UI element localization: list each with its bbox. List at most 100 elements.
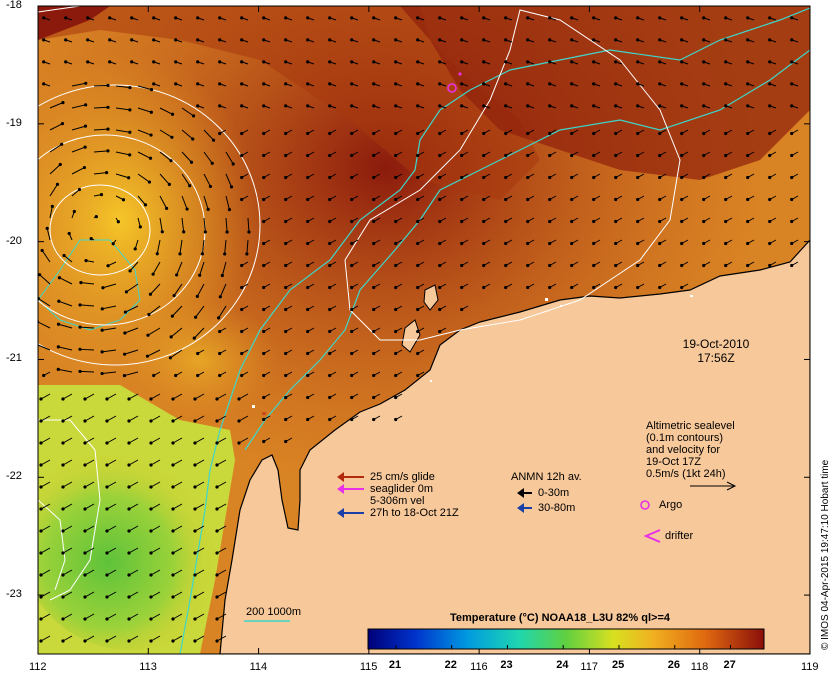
velocity-arrow — [128, 437, 139, 444]
credit-text: © IMOS 04-Apr-2015 19:47:10 Hobart time — [820, 459, 831, 650]
velocity-arrow — [40, 525, 51, 532]
velocity-arrow — [38, 321, 51, 329]
colorbar-tick-label: 21 — [388, 659, 402, 671]
velocity-arrow — [80, 282, 95, 285]
velocity-arrow — [137, 85, 152, 91]
velocity-arrowhead — [83, 124, 88, 128]
velocity-arrow — [62, 393, 73, 400]
velocity-arrow — [59, 277, 73, 285]
latitude-label: -21 — [6, 352, 22, 365]
velocity-arrowhead — [101, 286, 105, 290]
velocity-arrowhead — [658, 241, 662, 246]
velocity-arrowhead — [416, 82, 420, 86]
velocity-arrowhead — [83, 145, 87, 149]
velocity-arrowhead — [592, 241, 596, 246]
velocity-arrowhead — [438, 197, 442, 202]
velocity-arrowhead — [394, 104, 398, 108]
velocity-arrowhead — [203, 230, 207, 234]
velocity-arrowhead — [193, 529, 197, 533]
velocity-arrowhead — [149, 110, 153, 114]
velocity-arrowhead — [328, 131, 332, 136]
velocity-arrowhead — [152, 60, 156, 64]
velocity-arrowhead — [548, 60, 552, 64]
longitude-label: 113 — [139, 661, 157, 673]
velocity-arrowhead — [171, 595, 175, 599]
velocity-arrowhead — [372, 351, 376, 356]
velocity-arrow — [181, 217, 185, 232]
velocity-arrowhead — [768, 38, 772, 42]
velocity-arrowhead — [372, 175, 376, 180]
velocity-arrow — [102, 349, 117, 353]
glider-legend-label: seaglider 0m — [370, 483, 433, 495]
coastal-noise — [252, 295, 693, 415]
velocity-arrowhead — [106, 149, 110, 153]
velocity-arrowhead — [42, 82, 46, 86]
velocity-arrowhead — [460, 285, 464, 290]
velocity-arrow — [216, 613, 227, 620]
velocity-arrowhead — [350, 241, 354, 246]
velocity-arrow — [152, 261, 161, 275]
blue-arrow-icon — [517, 503, 532, 513]
altimetry-line: 19-Oct 17Z — [646, 456, 702, 468]
velocity-arrow — [84, 547, 95, 554]
velocity-arrowhead — [262, 197, 266, 202]
velocity-arrowhead — [212, 138, 216, 142]
velocity-arrowhead — [394, 131, 398, 136]
velocity-arrowhead — [394, 351, 398, 356]
velocity-arrowhead — [105, 441, 109, 445]
velocity-arrowhead — [438, 329, 442, 334]
velocity-arrowhead — [61, 441, 65, 445]
velocity-scale-arrowhead — [726, 481, 737, 491]
velocity-arrow — [40, 569, 51, 576]
velocity-arrowhead — [83, 551, 87, 555]
velocity-arrowhead — [504, 197, 508, 202]
velocity-arrow — [79, 370, 95, 373]
velocity-arrowhead — [350, 417, 354, 422]
velocity-arrowhead — [149, 529, 153, 533]
velocity-arrowhead — [83, 507, 87, 511]
velocity-arrow — [137, 129, 152, 136]
velocity-arrowhead — [83, 463, 87, 467]
velocity-arrowhead — [570, 285, 574, 290]
velocity-arrowhead — [372, 395, 376, 400]
velocity-arrowhead — [83, 573, 87, 577]
velocity-arrowhead — [504, 82, 508, 86]
velocity-arrow — [170, 327, 183, 338]
velocity-arrow — [38, 344, 51, 351]
velocity-arrowhead — [438, 219, 442, 224]
velocity-arrowhead — [174, 82, 178, 86]
velocity-arrowhead — [148, 156, 153, 160]
velocity-arrowhead — [548, 38, 552, 42]
velocity-arrowhead — [438, 153, 442, 158]
velocity-arrowhead — [121, 198, 126, 202]
velocity-arrowhead — [570, 82, 574, 86]
velocity-arrowhead — [702, 219, 706, 224]
velocity-arrowhead — [460, 131, 464, 136]
velocity-arrowhead — [169, 159, 173, 163]
velocity-arrowhead — [350, 307, 354, 312]
velocity-arrowhead — [100, 350, 104, 354]
velocity-arrowhead — [482, 131, 486, 136]
velocity-arrowhead — [196, 16, 200, 20]
velocity-arrowhead — [416, 241, 420, 246]
velocity-arrow — [115, 85, 130, 89]
velocity-arrowhead — [192, 336, 196, 340]
velocity-arrowhead — [526, 219, 530, 224]
velocity-arrow — [216, 481, 227, 488]
velocity-arrowhead — [372, 219, 376, 224]
velocity-arrowhead — [193, 507, 197, 511]
timestamp: 19-Oct-2010 17:56Z — [676, 337, 756, 365]
velocity-arrowhead — [39, 573, 43, 577]
velocity-arrowhead — [193, 573, 197, 577]
velocity-arrow — [93, 150, 108, 153]
velocity-arrow — [225, 151, 234, 165]
velocity-arrowhead — [218, 329, 222, 334]
colorbar-tick-label: 25 — [611, 659, 625, 671]
velocity-arrow — [194, 481, 205, 488]
velocity-arrowhead — [169, 335, 173, 339]
velocity-arrowhead — [198, 273, 202, 277]
velocity-arrow — [225, 195, 230, 210]
velocity-arrowhead — [592, 263, 596, 268]
velocity-arrowhead — [108, 38, 112, 42]
velocity-arrow — [38, 298, 51, 307]
